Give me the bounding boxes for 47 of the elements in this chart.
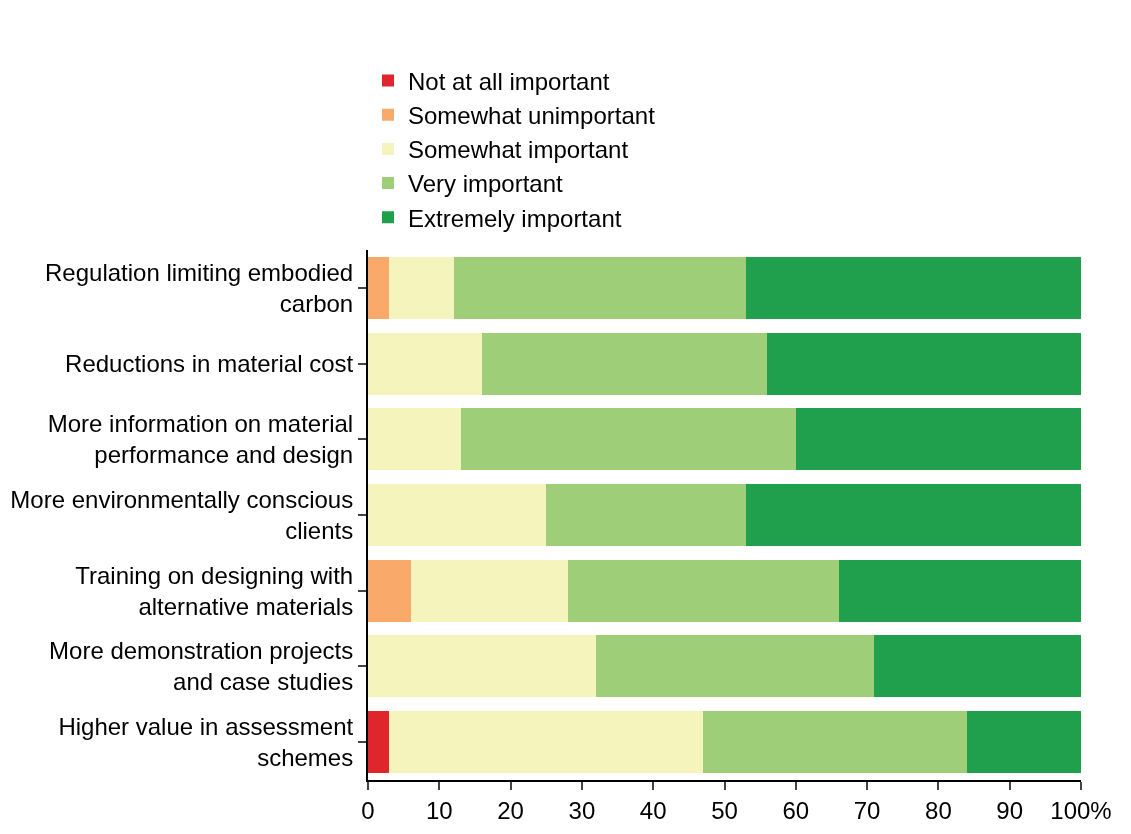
x-tick-label: 20 xyxy=(497,796,524,824)
x-tick-label: 60 xyxy=(782,796,810,824)
bar xyxy=(482,332,768,395)
x-tick-label: 40 xyxy=(639,796,667,824)
y-tick-label: More environmentally conscious clients xyxy=(10,485,354,544)
bar xyxy=(745,483,1081,547)
bar xyxy=(546,483,746,547)
bar xyxy=(389,256,454,319)
y-tick-label: More demonstration projects and case studies xyxy=(49,637,354,696)
legend-label: Somewhat important xyxy=(408,136,629,164)
bar xyxy=(795,408,1081,471)
legend-label: Somewhat unimportant xyxy=(408,102,656,130)
bar xyxy=(368,483,547,547)
bar xyxy=(368,559,411,622)
bar xyxy=(596,635,875,698)
x-tick-label: 10 xyxy=(425,796,453,824)
legend-label: Very important xyxy=(408,170,564,198)
x-tick-label: 30 xyxy=(568,796,596,824)
bar xyxy=(460,408,796,471)
y-tick-label: Training on designing with alternative materials xyxy=(75,561,354,620)
bar xyxy=(368,635,597,698)
bar xyxy=(410,559,568,622)
x-tick-label: 0 xyxy=(361,796,375,824)
y-tick-label: Reductions in material cost xyxy=(65,349,354,377)
bar xyxy=(966,711,1081,774)
bar xyxy=(368,711,390,774)
bar xyxy=(368,256,390,319)
x-tick-label: 90 xyxy=(996,796,1024,824)
bar xyxy=(453,256,746,319)
legend-label: Extremely important xyxy=(408,204,622,232)
legend-label: Not at all important xyxy=(408,67,610,95)
y-tick-label: Higher value in assessment schemes xyxy=(58,712,354,772)
bar xyxy=(874,635,1081,698)
x-tick-label: 50 xyxy=(711,796,738,824)
bar xyxy=(368,408,461,471)
bar xyxy=(767,332,1081,395)
bar xyxy=(567,559,839,622)
y-tick-label: More information on material performance and design xyxy=(47,410,354,469)
x-tick-label: 70 xyxy=(853,796,881,824)
x-tick-label: 80 xyxy=(925,796,952,824)
x-tick-label: 100% xyxy=(1050,796,1112,824)
bar xyxy=(389,711,704,774)
bar xyxy=(838,559,1081,622)
bar xyxy=(745,256,1081,319)
bar xyxy=(368,332,483,395)
bar xyxy=(703,711,967,774)
y-tick-label: Regulation limiting embodied carbon xyxy=(45,258,354,317)
